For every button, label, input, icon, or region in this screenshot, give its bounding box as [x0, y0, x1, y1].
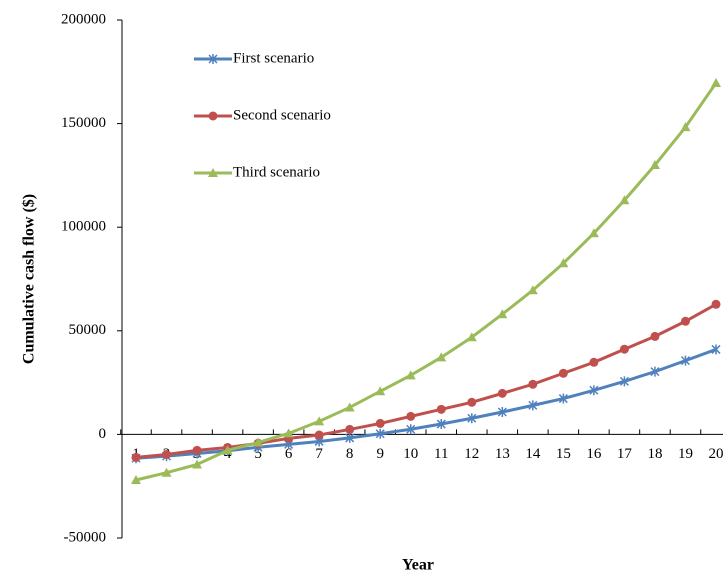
- marker: [344, 402, 355, 412]
- marker: [528, 379, 538, 389]
- series: [131, 299, 721, 462]
- marker: [161, 467, 172, 477]
- marker: [406, 424, 416, 435]
- marker: [497, 407, 507, 418]
- x-tick-label: 6: [285, 446, 293, 462]
- series: [131, 77, 721, 484]
- marker: [589, 385, 599, 396]
- marker: [680, 355, 691, 366]
- marker: [192, 459, 203, 469]
- marker: [436, 352, 447, 362]
- marker: [466, 332, 477, 342]
- x-tick-label: 12: [464, 446, 479, 462]
- line: [135, 302, 717, 459]
- marker: [588, 228, 599, 238]
- x-tick-label: 15: [556, 446, 571, 462]
- x-tick-label: 9: [376, 446, 384, 462]
- marker: [131, 474, 141, 484]
- marker: [467, 397, 477, 407]
- marker: [222, 445, 233, 455]
- marker: [589, 357, 599, 367]
- x-tick-label: 10: [403, 446, 418, 462]
- marker: [406, 411, 416, 421]
- marker: [436, 404, 446, 414]
- x-tick-label: 13: [495, 446, 510, 462]
- marker: [162, 449, 172, 459]
- marker: [314, 430, 324, 440]
- x-tick-label: 7: [315, 446, 323, 462]
- x-tick-label: 5: [254, 446, 262, 462]
- y-tick-label: 0: [99, 426, 107, 442]
- x-tick-label: 8: [346, 446, 354, 462]
- y-tick-label: 50000: [69, 322, 107, 338]
- y-tick-label: -50000: [64, 529, 107, 545]
- marker: [558, 368, 568, 378]
- x-tick-label: 19: [678, 446, 693, 462]
- marker: [497, 309, 508, 319]
- marker: [283, 428, 294, 438]
- marker: [497, 388, 507, 398]
- marker: [131, 452, 141, 462]
- marker: [711, 299, 721, 309]
- marker: [619, 344, 629, 354]
- marker: [208, 111, 218, 121]
- marker: [711, 77, 721, 87]
- marker: [375, 386, 386, 396]
- marker: [192, 445, 202, 455]
- x-tick-label: 18: [647, 446, 662, 462]
- marker: [650, 366, 660, 377]
- marker: [375, 418, 385, 428]
- marker: [467, 413, 477, 424]
- y-axis-title: Cumulative cash flow ($): [21, 194, 38, 364]
- marker: [527, 285, 538, 295]
- marker: [649, 160, 660, 170]
- marker: [345, 424, 355, 434]
- marker: [680, 122, 691, 132]
- x-tick-label: 14: [525, 446, 541, 462]
- y-tick-label: 100000: [61, 219, 106, 235]
- marker: [208, 168, 218, 177]
- y-tick-label: 200000: [61, 11, 106, 27]
- marker: [314, 416, 325, 426]
- marker: [650, 331, 660, 341]
- legend-label: Third scenario: [233, 164, 320, 180]
- line: [135, 82, 718, 482]
- marker: [619, 195, 630, 205]
- marker: [436, 419, 446, 430]
- marker: [375, 428, 385, 439]
- x-tick-label: 20: [709, 446, 723, 462]
- x-axis-title: Year: [402, 557, 434, 574]
- marker: [711, 344, 721, 355]
- legend-label: Second scenario: [233, 107, 331, 123]
- marker: [345, 432, 355, 443]
- marker: [558, 393, 568, 404]
- marker: [680, 316, 690, 326]
- y-tick-label: 150000: [61, 115, 106, 131]
- marker: [253, 437, 264, 447]
- x-tick-label: 17: [617, 446, 633, 462]
- legend-label: First scenario: [233, 50, 314, 66]
- marker: [405, 370, 416, 380]
- marker: [208, 54, 218, 64]
- marker: [558, 258, 569, 268]
- x-tick-label: 11: [434, 446, 448, 462]
- marker: [528, 400, 538, 411]
- x-tick-label: 16: [586, 446, 602, 462]
- marker: [619, 376, 629, 387]
